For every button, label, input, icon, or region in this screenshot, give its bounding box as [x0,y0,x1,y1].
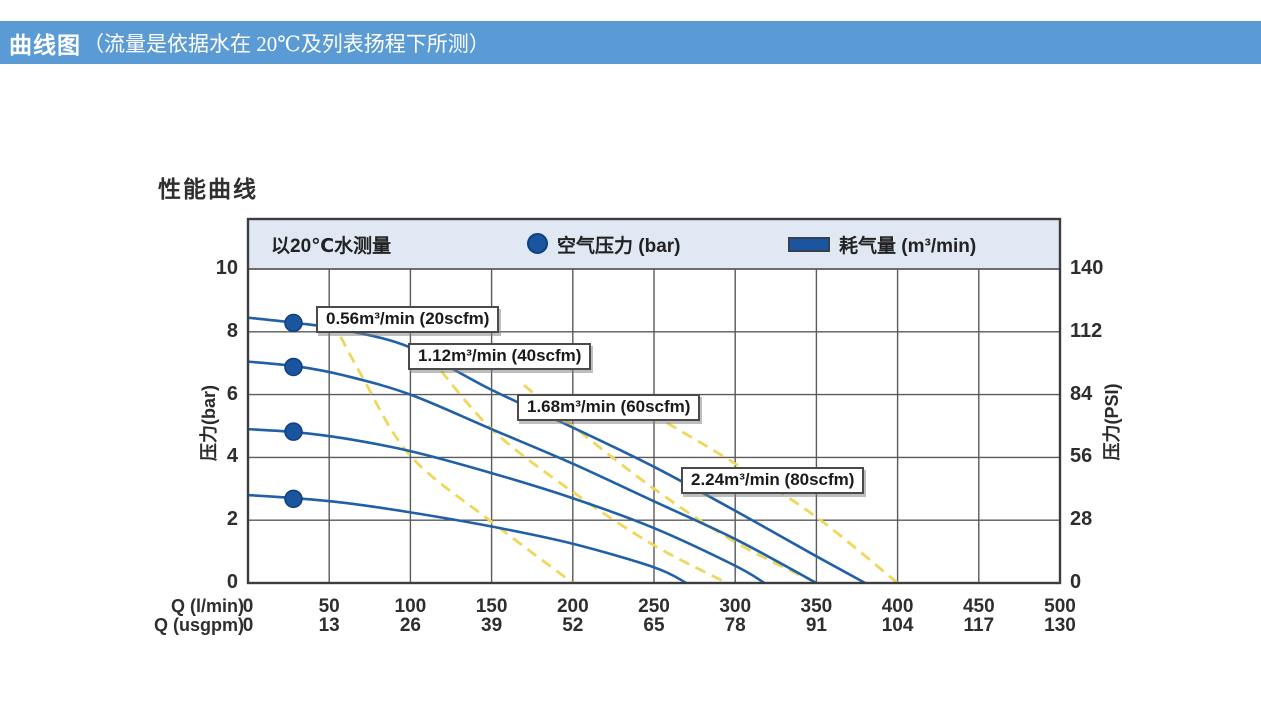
air-pressure-curve-4-marker [284,489,303,509]
x-tick-usgpm-52: 52 [562,615,584,636]
consumption-curve-label-20scfm: 0.56m³/min (20scfm) [316,306,500,333]
legend-measurement-note: 以20℃水测量 [271,236,392,257]
air-pressure-curve-3 [247,427,766,585]
y-tick-psi-0: 0 [1070,571,1082,593]
x-tick-usgpm-0: 0 [242,615,254,636]
air-pressure-curve-4 [247,493,688,585]
x-tick-usgpm-78: 78 [724,615,746,636]
air-pressure-marker-icon [527,233,548,254]
air-pressure-curve-2-marker [284,357,303,377]
y-tick-bar-2: 2 [226,508,238,531]
header-title-note: （流量是依据水在 20℃及列表扬程下所测） [83,31,490,56]
x-tick-lmin-200: 200 [556,596,589,617]
x-tick-usgpm-104: 104 [881,615,914,636]
x-tick-lmin-150: 150 [475,596,508,617]
y-tick-psi-112: 112 [1070,319,1103,342]
x-tick-usgpm-117: 117 [963,615,995,636]
page-header-bar: 曲线图 （流量是依据水在 20℃及列表扬程下所测） [0,21,1261,64]
x-tick-usgpm-130: 130 [1044,615,1076,636]
x-tick-lmin-100: 100 [394,596,427,617]
chart-title: 性能曲线 [158,176,258,202]
x-tick-usgpm-65: 65 [643,615,665,636]
y-tick-bar-8: 8 [226,319,238,342]
consumption-curve-label-60scfm: 1.68m³/min (60scfm) [517,394,701,421]
air-consumption-curve-3 [523,384,818,585]
x-tick-lmin-0: 0 [242,596,254,617]
y-tick-bar-0: 0 [226,571,238,593]
x-tick-lmin-350: 350 [800,596,833,617]
y-tick-psi-56: 56 [1070,445,1093,468]
y-axis-label-bar: 压力(bar) [199,385,219,461]
x-axis-label-lmin: Q (l/min) [171,596,244,616]
air-consumption-curve-4 [666,421,899,585]
y-tick-bar-6: 6 [226,382,238,405]
x-tick-lmin-50: 50 [318,596,340,617]
x-tick-lmin-250: 250 [638,596,670,617]
legend-air-pressure-label: 空气压力 (bar) [557,236,681,257]
air-pressure-curve-1-marker [284,313,303,333]
x-tick-lmin-400: 400 [881,596,914,617]
x-tick-lmin-500: 500 [1044,596,1076,617]
consumption-curve-label-80scfm: 2.24m³/min (80scfm) [681,467,865,494]
x-axis-label-usgpm: Q (usgpm) [154,615,244,635]
x-tick-lmin-450: 450 [962,596,995,617]
air-pressure-curve-3-marker [284,422,303,441]
x-tick-usgpm-13: 13 [318,615,340,636]
consumption-curve-label-40scfm: 1.12m³/min (40scfm) [408,343,592,370]
air-consumption-curve-1 [331,320,574,585]
x-tick-usgpm-26: 26 [399,615,421,636]
legend-band [248,219,1060,269]
y-tick-bar-4: 4 [226,445,238,468]
air-consumption-swatch-icon [788,237,830,252]
air-consumption-curve-2 [428,356,728,585]
header-title-bold: 曲线图 [9,31,81,58]
air-pressure-curve-2 [247,360,818,585]
legend-air-consumption-label: 耗气量 (m³/min) [839,236,977,257]
y-tick-psi-84: 84 [1070,382,1093,405]
x-tick-lmin-300: 300 [719,596,752,617]
plot-frame [246,217,1062,585]
x-tick-usgpm-39: 39 [481,615,503,636]
y-tick-bar-10: 10 [215,257,238,279]
x-tick-usgpm-91: 91 [805,615,827,636]
y-tick-psi-28: 28 [1070,508,1093,531]
y-tick-psi-140: 140 [1070,257,1104,279]
